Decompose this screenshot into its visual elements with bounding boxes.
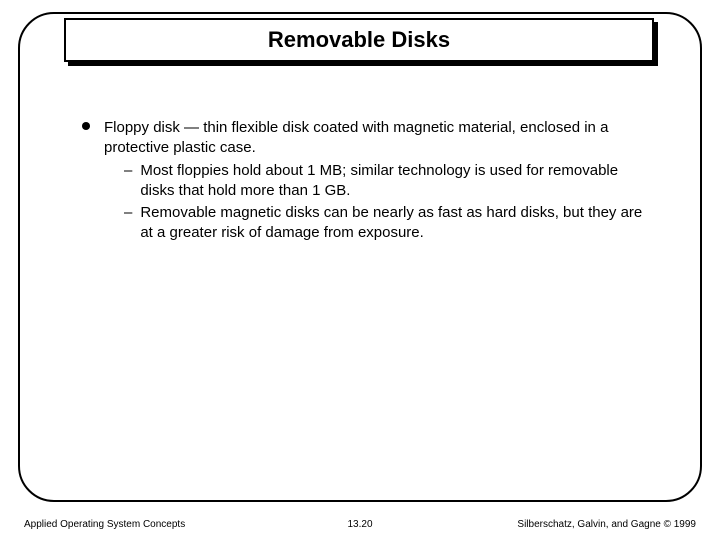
bullet-item: Floppy disk — thin flexible disk coated …: [82, 118, 652, 244]
sub-item: – Most floppies hold about 1 MB; similar…: [124, 161, 652, 202]
footer-left: Applied Operating System Concepts: [24, 519, 185, 530]
slide-title: Removable Disks: [268, 27, 450, 53]
content-area: Floppy disk — thin flexible disk coated …: [82, 118, 652, 244]
dash-icon: –: [124, 161, 132, 181]
sub-text: Removable magnetic disks can be nearly a…: [140, 203, 652, 244]
sub-item: – Removable magnetic disks can be nearly…: [124, 203, 652, 244]
sub-list: – Most floppies hold about 1 MB; similar…: [104, 161, 652, 244]
footer: Applied Operating System Concepts 13.20 …: [18, 512, 702, 530]
sub-text: Most floppies hold about 1 MB; similar t…: [140, 161, 652, 202]
dash-icon: –: [124, 203, 132, 223]
slide-frame: [18, 12, 702, 502]
bullet-dot-icon: [82, 122, 90, 130]
bullet-main-text: Floppy disk — thin flexible disk coated …: [104, 118, 652, 159]
footer-center: 13.20: [347, 519, 372, 530]
footer-right: Silberschatz, Galvin, and Gagne © 1999: [517, 519, 696, 530]
title-box: Removable Disks: [64, 18, 654, 62]
bullet-body: Floppy disk — thin flexible disk coated …: [104, 118, 652, 244]
